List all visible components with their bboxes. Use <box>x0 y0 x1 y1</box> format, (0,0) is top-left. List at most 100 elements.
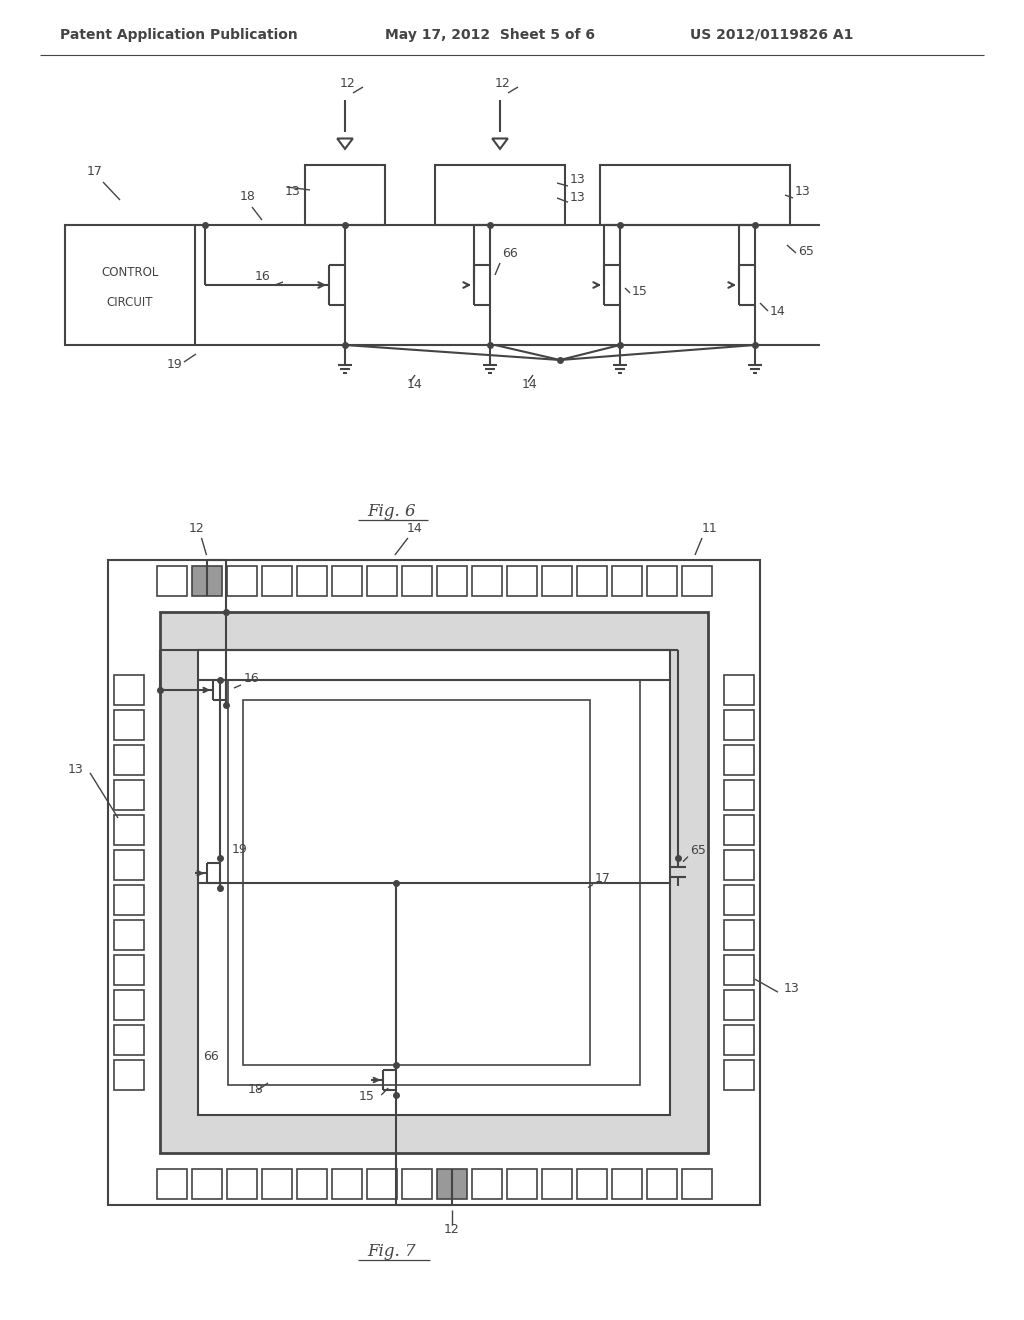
Text: 19: 19 <box>167 358 183 371</box>
Text: 14: 14 <box>522 378 538 391</box>
Bar <box>724 954 754 985</box>
Bar <box>682 1170 712 1199</box>
Bar <box>191 566 221 597</box>
Bar <box>305 165 385 224</box>
Bar <box>191 1170 221 1199</box>
Bar <box>108 560 760 1205</box>
Text: CIRCUIT: CIRCUIT <box>106 297 154 309</box>
Bar <box>297 1170 327 1199</box>
Text: 13: 13 <box>570 173 586 186</box>
Text: CONTROL: CONTROL <box>101 267 159 280</box>
Text: 12: 12 <box>496 77 511 90</box>
Text: 13: 13 <box>69 763 84 776</box>
Text: 66: 66 <box>203 1049 219 1063</box>
Bar <box>724 710 754 741</box>
Bar <box>435 165 565 224</box>
Bar <box>724 920 754 950</box>
Text: 18: 18 <box>240 190 256 203</box>
Bar <box>261 1170 292 1199</box>
Bar <box>332 566 361 597</box>
Bar <box>724 675 754 705</box>
Text: 14: 14 <box>408 378 423 391</box>
Text: US 2012/0119826 A1: US 2012/0119826 A1 <box>690 28 853 42</box>
Text: 13: 13 <box>795 185 811 198</box>
Bar <box>724 1026 754 1055</box>
Text: Fig. 7: Fig. 7 <box>368 1243 417 1261</box>
Bar <box>724 884 754 915</box>
Text: Fig. 6: Fig. 6 <box>368 503 417 520</box>
Bar <box>646 1170 677 1199</box>
Text: 17: 17 <box>87 165 103 178</box>
Bar <box>332 1170 361 1199</box>
Bar <box>600 165 790 224</box>
Bar <box>724 780 754 810</box>
Bar <box>160 612 708 1152</box>
Bar <box>243 700 590 1065</box>
Bar <box>724 744 754 775</box>
Text: May 17, 2012  Sheet 5 of 6: May 17, 2012 Sheet 5 of 6 <box>385 28 595 42</box>
Bar <box>114 744 144 775</box>
Text: 13: 13 <box>784 982 800 995</box>
Text: 11: 11 <box>702 521 718 535</box>
Bar <box>542 566 571 597</box>
Bar <box>542 1170 571 1199</box>
Bar <box>114 780 144 810</box>
Bar <box>297 566 327 597</box>
Bar <box>724 1060 754 1090</box>
Text: 17: 17 <box>595 873 611 886</box>
Text: 19: 19 <box>232 843 248 857</box>
Text: 13: 13 <box>570 191 586 205</box>
Text: 65: 65 <box>798 246 814 257</box>
Bar <box>114 1026 144 1055</box>
Bar <box>114 990 144 1020</box>
Bar <box>471 566 502 597</box>
Text: 65: 65 <box>690 843 706 857</box>
Bar <box>114 675 144 705</box>
Bar <box>367 566 396 597</box>
Bar <box>724 850 754 880</box>
Bar <box>436 566 467 597</box>
Text: Patent Application Publication: Patent Application Publication <box>60 28 298 42</box>
Bar <box>228 680 640 1085</box>
Bar <box>157 1170 186 1199</box>
Text: 16: 16 <box>254 271 270 282</box>
Bar <box>114 1060 144 1090</box>
Bar <box>577 1170 606 1199</box>
Bar <box>157 566 186 597</box>
Bar <box>261 566 292 597</box>
Bar <box>577 566 606 597</box>
Bar <box>401 566 431 597</box>
Bar <box>114 920 144 950</box>
Bar <box>724 814 754 845</box>
Text: 15: 15 <box>358 1090 374 1104</box>
Text: 14: 14 <box>407 521 422 535</box>
Text: 14: 14 <box>770 305 785 318</box>
Bar <box>401 1170 431 1199</box>
Bar <box>65 224 195 345</box>
Text: 15: 15 <box>632 285 648 298</box>
Bar <box>114 850 144 880</box>
Bar <box>507 1170 537 1199</box>
Text: 66: 66 <box>502 247 518 260</box>
Bar <box>724 990 754 1020</box>
Bar <box>114 954 144 985</box>
Bar <box>114 884 144 915</box>
Bar <box>471 1170 502 1199</box>
Bar <box>436 1170 467 1199</box>
Bar <box>611 566 641 597</box>
Bar <box>646 566 677 597</box>
Bar <box>682 566 712 597</box>
Bar <box>226 566 256 597</box>
Bar <box>198 649 670 1115</box>
Bar <box>226 1170 256 1199</box>
Bar <box>114 814 144 845</box>
Bar <box>114 710 144 741</box>
Text: 12: 12 <box>188 521 205 535</box>
Text: 18: 18 <box>248 1082 264 1096</box>
Bar <box>611 1170 641 1199</box>
Bar <box>367 1170 396 1199</box>
Text: 13: 13 <box>285 185 300 198</box>
Text: 12: 12 <box>340 77 356 90</box>
Text: 16: 16 <box>244 672 260 685</box>
Text: 12: 12 <box>443 1224 460 1236</box>
